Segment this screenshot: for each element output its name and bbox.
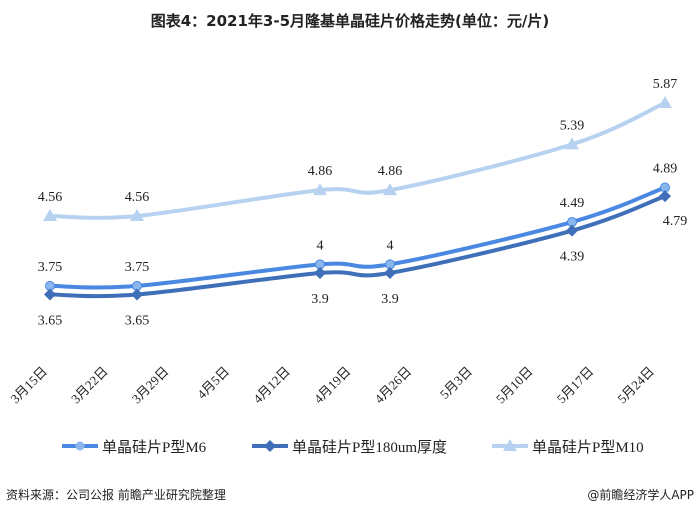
data-label: 4.39	[560, 250, 585, 265]
data-label: 4.56	[38, 190, 63, 205]
x-tick-label: 3月29日	[129, 364, 172, 407]
x-tick-label: 3月15日	[7, 364, 50, 407]
data-label: 3.9	[381, 292, 399, 307]
data-point	[314, 266, 326, 279]
data-label: 3.9	[311, 292, 329, 307]
data-label: 4.86	[308, 164, 333, 179]
data-point	[384, 266, 396, 279]
legend-label: 单晶硅片P型M10	[532, 439, 644, 456]
x-tick-label: 5月3日	[437, 364, 475, 402]
series-line	[49, 194, 666, 299]
x-tick-label: 5月10日	[493, 364, 536, 407]
legend-item: 单晶硅片P型M6	[62, 439, 207, 456]
data-point	[44, 288, 56, 301]
data-point	[383, 183, 397, 196]
x-tick-label: 5月24日	[614, 364, 657, 407]
data-point	[313, 183, 327, 196]
x-tick-label: 4月19日	[311, 364, 354, 407]
x-tick-label: 4月12日	[250, 364, 293, 407]
data-label: 4.56	[125, 190, 150, 205]
data-point	[131, 288, 143, 301]
data-label: 4	[317, 238, 324, 253]
data-label: 5.87	[653, 77, 678, 92]
legend-item: 单晶硅片P型180um厚度	[252, 439, 447, 456]
data-point	[658, 95, 672, 108]
x-tick-label: 4月26日	[372, 364, 415, 407]
x-tick-label: 5月17日	[554, 364, 597, 407]
data-point	[130, 209, 144, 221]
line-chart: 3月15日 3月22日 3月29日 4月5日 4月12日 4月19日 4月26日 5月3日 5月…	[7, 77, 688, 456]
data-point	[659, 190, 671, 203]
chart-title: 图表4：2021年3-5月隆基单晶硅片价格走势(单位：元/片)	[150, 12, 550, 30]
data-label: 3.75	[38, 260, 63, 275]
x-tick-label: 3月22日	[68, 364, 111, 407]
data-point	[43, 209, 57, 221]
data-point	[565, 137, 579, 150]
data-label: 3.65	[125, 314, 150, 329]
legend-item: 单晶硅片P型M10	[492, 439, 644, 456]
data-point	[566, 224, 578, 237]
source-note: 资料来源：公司公报 前瞻产业研究院整理	[6, 488, 226, 502]
legend-label: 单晶硅片P型M6	[102, 439, 207, 456]
credit: @前瞻经济学人APP	[587, 488, 694, 502]
data-label: 4.49	[560, 196, 585, 211]
x-tick-label: 4月5日	[194, 364, 232, 402]
data-label: 3.65	[38, 314, 63, 329]
data-label: 5.39	[560, 118, 585, 133]
data-label: 3.75	[125, 260, 150, 275]
data-label: 4.89	[653, 162, 678, 177]
data-label: 4	[387, 238, 394, 253]
data-label: 4.79	[663, 214, 688, 229]
data-label: 4.86	[378, 164, 403, 179]
legend-label: 单晶硅片P型180um厚度	[292, 439, 447, 456]
